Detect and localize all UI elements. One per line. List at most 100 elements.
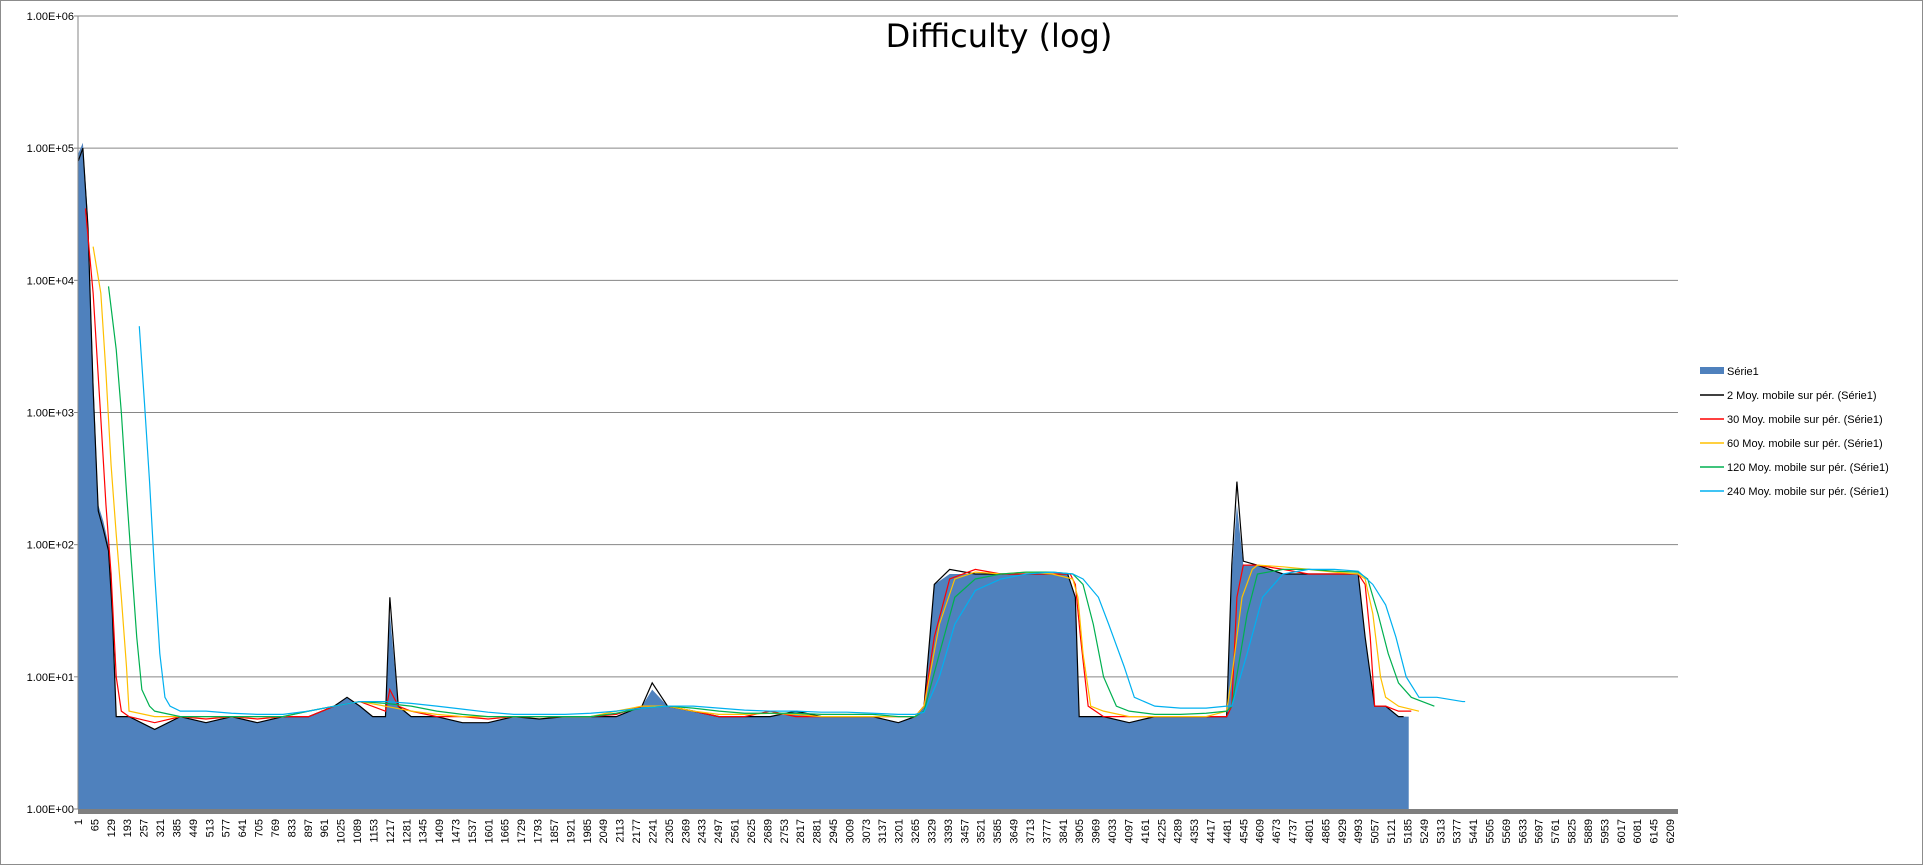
x-tick-label: 5377 xyxy=(1452,819,1464,843)
y-tick-label: 1.00E+03 xyxy=(27,408,74,420)
x-tick-label: 449 xyxy=(188,819,200,837)
x-tick-label: 2177 xyxy=(631,819,643,843)
x-tick-label: 1537 xyxy=(467,819,479,843)
x-tick-label: 5249 xyxy=(1419,819,1431,843)
x-tick-label: 3457 xyxy=(959,819,971,843)
x-axis-bar xyxy=(78,809,1678,814)
x-tick-label: 6081 xyxy=(1632,819,1644,843)
x-tick-label: 3201 xyxy=(894,819,906,843)
x-tick-label: 1729 xyxy=(516,819,528,843)
x-tick-label: 1601 xyxy=(483,819,495,843)
legend-entry-0: Série1 xyxy=(1727,366,1759,378)
x-tick-label: 1089 xyxy=(352,819,364,843)
x-tick-label: 1921 xyxy=(565,819,577,843)
legend-entry-5: 240 Moy. mobile sur pér. (Série1) xyxy=(1727,486,1889,498)
x-tick-label: 5633 xyxy=(1517,819,1529,843)
area-series-0 xyxy=(78,142,1409,810)
x-tick-label: 4097 xyxy=(1123,819,1135,843)
x-tick-label: 641 xyxy=(237,819,249,837)
x-tick-label: 1281 xyxy=(401,819,413,843)
y-tick-label: 1.00E+06 xyxy=(27,11,74,23)
x-tick-label: 4673 xyxy=(1271,819,1283,843)
x-tick-label: 193 xyxy=(122,819,134,837)
x-tick-label: 513 xyxy=(204,819,216,837)
x-tick-label: 5313 xyxy=(1435,819,1447,843)
area-series xyxy=(78,142,1409,810)
x-tick-label: 3265 xyxy=(910,819,922,843)
x-tick-label: 5889 xyxy=(1583,819,1595,843)
axes xyxy=(74,15,1678,814)
x-tick-label: 3521 xyxy=(976,819,988,843)
x-tick-label: 3713 xyxy=(1025,819,1037,843)
x-tick-label: 3329 xyxy=(926,819,938,843)
x-tick-label: 129 xyxy=(106,819,118,837)
x-tick-label: 385 xyxy=(171,819,183,837)
legend-swatch-0 xyxy=(1700,367,1724,374)
x-tick-label: 3393 xyxy=(943,819,955,843)
x-tick-label: 4161 xyxy=(1140,819,1152,843)
x-tick-label: 1473 xyxy=(450,819,462,843)
chart-title: Difficulty (log) xyxy=(886,17,1113,55)
x-tick-label: 5697 xyxy=(1534,819,1546,843)
x-tick-label: 1409 xyxy=(434,819,446,843)
x-tick-label: 2881 xyxy=(812,819,824,843)
x-tick-label: 2689 xyxy=(762,819,774,843)
x-tick-label: 2305 xyxy=(664,819,676,843)
y-tick-label: 1.00E+05 xyxy=(27,143,74,155)
x-tick-label: 6209 xyxy=(1665,819,1677,843)
x-tick-label: 5761 xyxy=(1550,819,1562,843)
legend-entry-1: 2 Moy. mobile sur pér. (Série1) xyxy=(1727,390,1877,402)
x-tick-label: 4545 xyxy=(1238,819,1250,843)
x-tick-label: 4033 xyxy=(1107,819,1119,843)
line-series-2 xyxy=(84,208,1412,724)
y-tick-labels: 1.00E+00 1.00E+01 1.00E+02 1.00E+03 1.00E+04… xyxy=(27,11,74,816)
x-tick-label: 5953 xyxy=(1599,819,1611,843)
line-series-4 xyxy=(107,286,1435,718)
x-tick-label: 3841 xyxy=(1058,819,1070,843)
x-tick-label: 5825 xyxy=(1567,819,1579,843)
x-tick-label: 577 xyxy=(221,819,233,837)
x-tick-label: 5505 xyxy=(1485,819,1497,843)
y-tick-label: 1.00E+00 xyxy=(27,804,74,816)
x-tick-label: 2433 xyxy=(697,819,709,843)
x-tick-label: 4417 xyxy=(1205,819,1217,843)
legend-entry-2: 30 Moy. mobile sur pér. (Série1) xyxy=(1727,414,1883,426)
legend-entry-3: 60 Moy. mobile sur pér. (Série1) xyxy=(1727,438,1883,450)
x-tick-label: 5185 xyxy=(1402,819,1414,843)
x-tick-label: 4993 xyxy=(1353,819,1365,843)
x-tick-label: 2049 xyxy=(598,819,610,843)
x-tick-label: 1153 xyxy=(368,819,380,843)
x-tick-label: 321 xyxy=(155,819,167,837)
x-tick-label: 3137 xyxy=(877,819,889,843)
x-tick-label: 3009 xyxy=(844,819,856,843)
x-tick-label: 2625 xyxy=(746,819,758,843)
x-tick-label: 5569 xyxy=(1501,819,1513,843)
x-tick-label: 1793 xyxy=(533,819,545,843)
x-tick-label: 6145 xyxy=(1649,819,1661,843)
x-tick-label: 3585 xyxy=(992,819,1004,843)
x-tick-label: 1025 xyxy=(336,819,348,843)
grid xyxy=(78,15,1678,678)
x-tick-label: 897 xyxy=(303,819,315,837)
x-tick-label: 705 xyxy=(254,819,266,837)
x-tick-label: 1345 xyxy=(418,819,430,843)
x-tick-label: 1857 xyxy=(549,819,561,843)
x-tick-labels: 1 65 129 193 257 321 385 449 513 577 641 705 769 833 8… xyxy=(73,819,1677,843)
x-tick-label: 1 xyxy=(73,819,85,825)
x-tick-label: 2753 xyxy=(779,819,791,843)
x-tick-label: 4353 xyxy=(1189,819,1201,843)
x-tick-label: 257 xyxy=(139,819,151,837)
y-tick-label: 1.00E+04 xyxy=(27,275,74,287)
x-tick-label: 3777 xyxy=(1041,819,1053,843)
x-tick-label: 4289 xyxy=(1173,819,1185,843)
x-tick-label: 65 xyxy=(89,819,101,831)
x-tick-label: 3649 xyxy=(1009,819,1021,843)
x-tick-label: 4929 xyxy=(1337,819,1349,843)
x-tick-label: 3073 xyxy=(861,819,873,843)
x-tick-label: 1985 xyxy=(582,819,594,843)
x-tick-label: 2497 xyxy=(713,819,725,843)
x-tick-label: 4225 xyxy=(1156,819,1168,843)
x-tick-label: 961 xyxy=(319,819,331,837)
